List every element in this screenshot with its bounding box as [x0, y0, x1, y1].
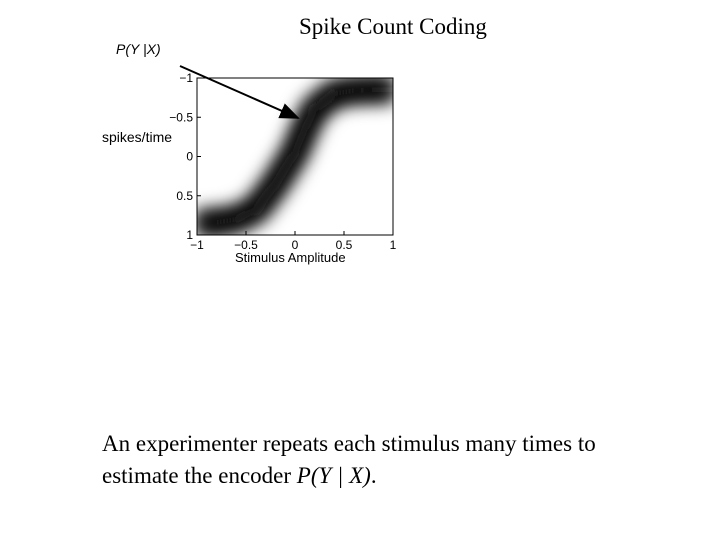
x-tick-label: 0.5 [336, 238, 353, 252]
x-axis-label: Stimulus Amplitude [235, 250, 346, 265]
caption-end: . [370, 463, 377, 488]
caption-text: An experimenter repeats each stimulus ma… [102, 431, 596, 488]
y-tick-label: −1 [179, 71, 193, 85]
y-tick-label: 1 [186, 228, 193, 242]
x-tick-label: −1 [190, 238, 204, 252]
caption-math: P(Y | X) [296, 463, 371, 488]
density-curve-core [197, 83, 393, 230]
density-band [197, 78, 393, 235]
pointer-arrow [179, 65, 300, 119]
y-tick-label: 0 [186, 150, 193, 164]
density-label: P(Y |X) [116, 41, 161, 57]
x-tick-label: −0.5 [234, 238, 258, 252]
chart-title: Spike Count Coding [299, 14, 487, 39]
y-tick-label: 0.5 [176, 189, 193, 203]
x-tick-label: 0 [292, 238, 299, 252]
y-tick-label: −0.5 [169, 110, 193, 124]
y-axis-label: spikes/time [102, 129, 173, 145]
caption: An experimenter repeats each stimulus ma… [102, 428, 662, 492]
x-tick-label: 1 [390, 238, 397, 252]
